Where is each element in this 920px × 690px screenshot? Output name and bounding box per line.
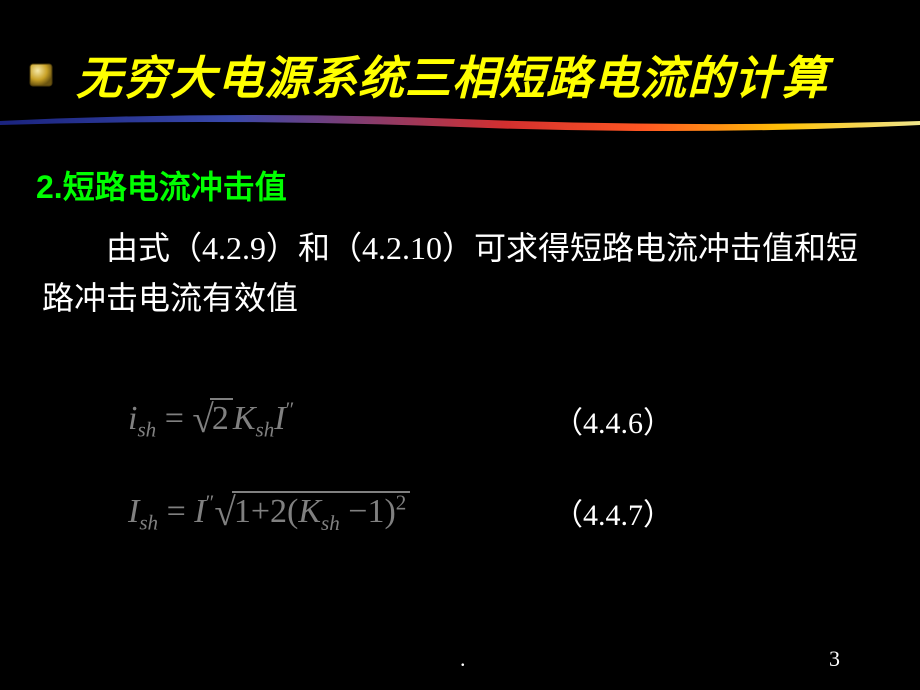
equation-number-1: （4.4.6） (553, 398, 673, 442)
page-number: 3 (829, 646, 840, 672)
equation-1: ish = √2KshI″ (128, 397, 294, 443)
slide-title: 无穷大电源系统三相短路电流的计算 (76, 42, 828, 108)
body-paragraph: 由式（4.2.9）和（4.2.10）可求得短路电流冲击值和短路冲击电流有效值 (42, 224, 882, 323)
footer-dot: . (460, 646, 466, 672)
section-header: 2.短路电流冲击值 (36, 162, 287, 208)
equation-2: Ish = I″√1+2(Ksh −1)2 (128, 490, 410, 536)
title-bullet (28, 62, 54, 88)
equation-number-2: （4.4.7） (553, 490, 673, 534)
decorative-gradient-bar (0, 108, 920, 138)
